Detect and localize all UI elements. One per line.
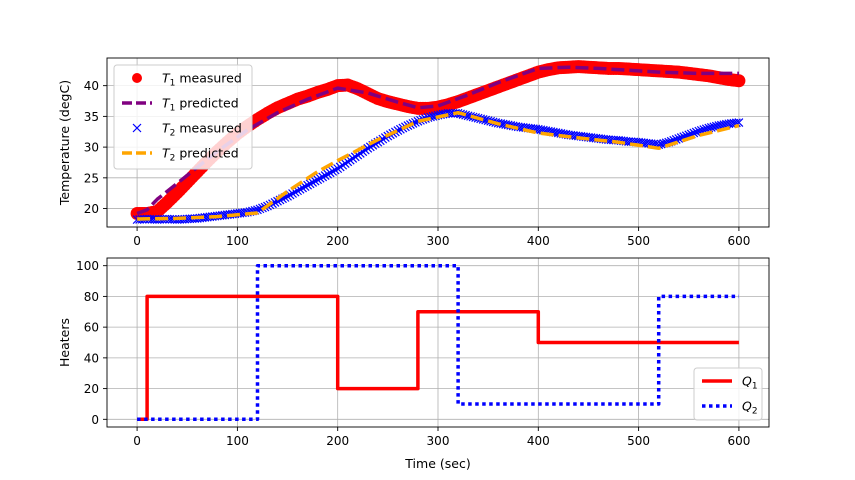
x-tick-label: 300: [427, 434, 450, 448]
x-tick-label: 600: [727, 234, 750, 248]
data-point-t2-measured: [323, 169, 333, 179]
data-point-t1-measured: [729, 73, 743, 87]
x-tick-label: 100: [226, 234, 249, 248]
series-group: [137, 263, 739, 422]
x-tick-label: 500: [627, 434, 650, 448]
y-tick-label: 0: [91, 413, 99, 427]
y-tick-label: 40: [84, 79, 99, 93]
panel-2: 0 100 200 300 400 500 600 0 20 40 60 80 100 Heaters Ti…: [57, 257, 770, 471]
y-tick-label: 80: [84, 290, 99, 304]
x-tick-label: 400: [527, 234, 550, 248]
data-point-t2-measured: [363, 143, 373, 153]
data-point-t2-measured: [315, 173, 325, 183]
legend-label-q2: Q2: [742, 399, 758, 417]
panel-1: 0 100 200 300 400 500 600 20 25 30 35 40 Temperature…: [57, 57, 770, 248]
data-point-t2-measured: [305, 179, 315, 189]
data-point-t2-measured: [320, 171, 330, 180]
y-tick-label: 20: [84, 202, 99, 216]
legend-label-t1-predicted: T1 predicted: [162, 96, 239, 114]
x-axis-label: Time (sec): [404, 456, 470, 471]
legend-label-t1-measured: T1 measured: [162, 71, 242, 89]
x-tick-label: 400: [527, 434, 550, 448]
legend-box: [113, 64, 253, 170]
legend-label-t2-predicted: T2 predicted: [162, 146, 239, 164]
y-axis-label: Heaters: [57, 318, 72, 367]
data-point-t2-measured: [691, 127, 701, 137]
series-line-t2-predicted: [137, 110, 740, 221]
data-point-t2-measured: [330, 165, 340, 175]
data-point-t2-measured: [313, 175, 323, 185]
x-tick-label: 200: [326, 434, 349, 448]
x-tick-label: 0: [133, 234, 141, 248]
data-point-t2-measured: [310, 176, 320, 186]
data-point-t2-measured: [731, 118, 741, 128]
legend-marker-t2-measured: [132, 123, 142, 133]
x-tick-label: 200: [326, 234, 349, 248]
series-line-q2: [137, 263, 739, 422]
series-line-q1: [137, 294, 739, 422]
y-tick-label: 40: [84, 351, 99, 365]
data-point-t2-measured: [318, 172, 328, 182]
data-point-t2-measured: [288, 189, 297, 198]
data-point-t2-measured: [706, 123, 716, 132]
data-point-t2-measured: [689, 128, 699, 138]
legend: T1 measured T1 predicted T2 measured T2 pre…: [113, 64, 253, 170]
data-point-t2-measured: [466, 111, 476, 121]
y-tick-label: 100: [76, 259, 99, 273]
x-tick-label: 0: [133, 434, 141, 448]
y-tick-label: 20: [84, 382, 99, 396]
data-point-t2-measured: [308, 178, 318, 187]
legend-marker-t1-measured: [132, 73, 142, 83]
data-point-t2-measured: [325, 168, 335, 178]
data-point-t2-measured: [300, 182, 310, 192]
data-point-t2-measured: [709, 122, 719, 132]
x-tick-label: 500: [627, 234, 650, 248]
y-tick-label: 25: [84, 171, 99, 185]
y-axis-label: Temperature (degC): [57, 80, 72, 206]
x-tick-label: 100: [226, 434, 249, 448]
data-point-t2-measured: [328, 166, 338, 176]
x-tick-label: 600: [727, 434, 750, 448]
data-point-t2-measured: [303, 180, 313, 190]
legend-label-t2-measured: T2 measured: [162, 121, 242, 139]
y-tick-label: 60: [84, 321, 99, 335]
y-tick-label: 30: [84, 141, 99, 155]
legend-label-q1: Q1: [742, 374, 758, 392]
y-tick-label: 35: [84, 110, 99, 124]
data-point-t2-measured: [413, 116, 423, 126]
x-tick-label: 300: [427, 234, 450, 248]
